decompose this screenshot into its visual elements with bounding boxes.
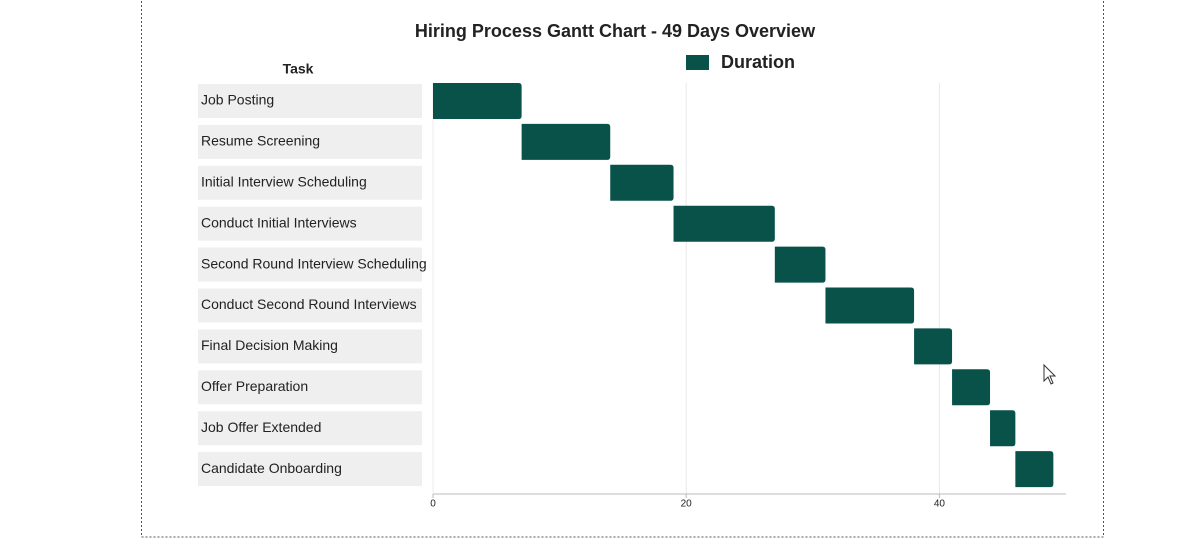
bar <box>825 287 915 324</box>
bar <box>914 328 953 365</box>
bar <box>952 369 991 406</box>
task-label-box <box>198 84 422 118</box>
chart-title: Hiring Process Gantt Chart - 49 Days Ove… <box>415 21 816 41</box>
task-label-box <box>198 288 422 323</box>
bar <box>610 164 674 201</box>
task-label: Final Decision Making <box>201 337 338 353</box>
x-tick-label: 20 <box>681 499 693 510</box>
bar <box>433 83 522 119</box>
task-label: Job Posting <box>201 92 274 108</box>
task-label: Second Round Interview Scheduling <box>201 255 427 271</box>
bar <box>521 123 611 160</box>
task-label: Job Offer Extended <box>201 419 321 435</box>
x-tick-label: 0 <box>430 499 436 510</box>
task-label: Candidate Onboarding <box>201 460 342 476</box>
frame <box>141 0 1104 538</box>
legend-label: Duration <box>721 52 795 72</box>
bar <box>673 205 775 242</box>
task-label-box <box>198 206 422 241</box>
task-label-box <box>198 452 422 487</box>
x-tick-label: 40 <box>934 499 946 510</box>
bar <box>774 246 826 283</box>
task-label-box <box>198 124 422 159</box>
task-label-box <box>198 165 422 200</box>
task-label: Initial Interview Scheduling <box>201 174 367 190</box>
task-label: Conduct Initial Interviews <box>201 214 357 230</box>
bar <box>990 410 1016 447</box>
task-label-box <box>198 411 422 446</box>
y-axis-title: Task <box>283 61 314 77</box>
task-label-box <box>198 329 422 364</box>
task-label-box <box>198 247 422 282</box>
task-label: Conduct Second Round Interviews <box>201 296 417 312</box>
task-label: Offer Preparation <box>201 378 308 394</box>
task-label-box <box>198 370 422 405</box>
bar <box>1015 451 1054 488</box>
task-label: Resume Screening <box>201 133 320 149</box>
cursor <box>1043 363 1057 385</box>
legend-swatch <box>686 55 709 70</box>
